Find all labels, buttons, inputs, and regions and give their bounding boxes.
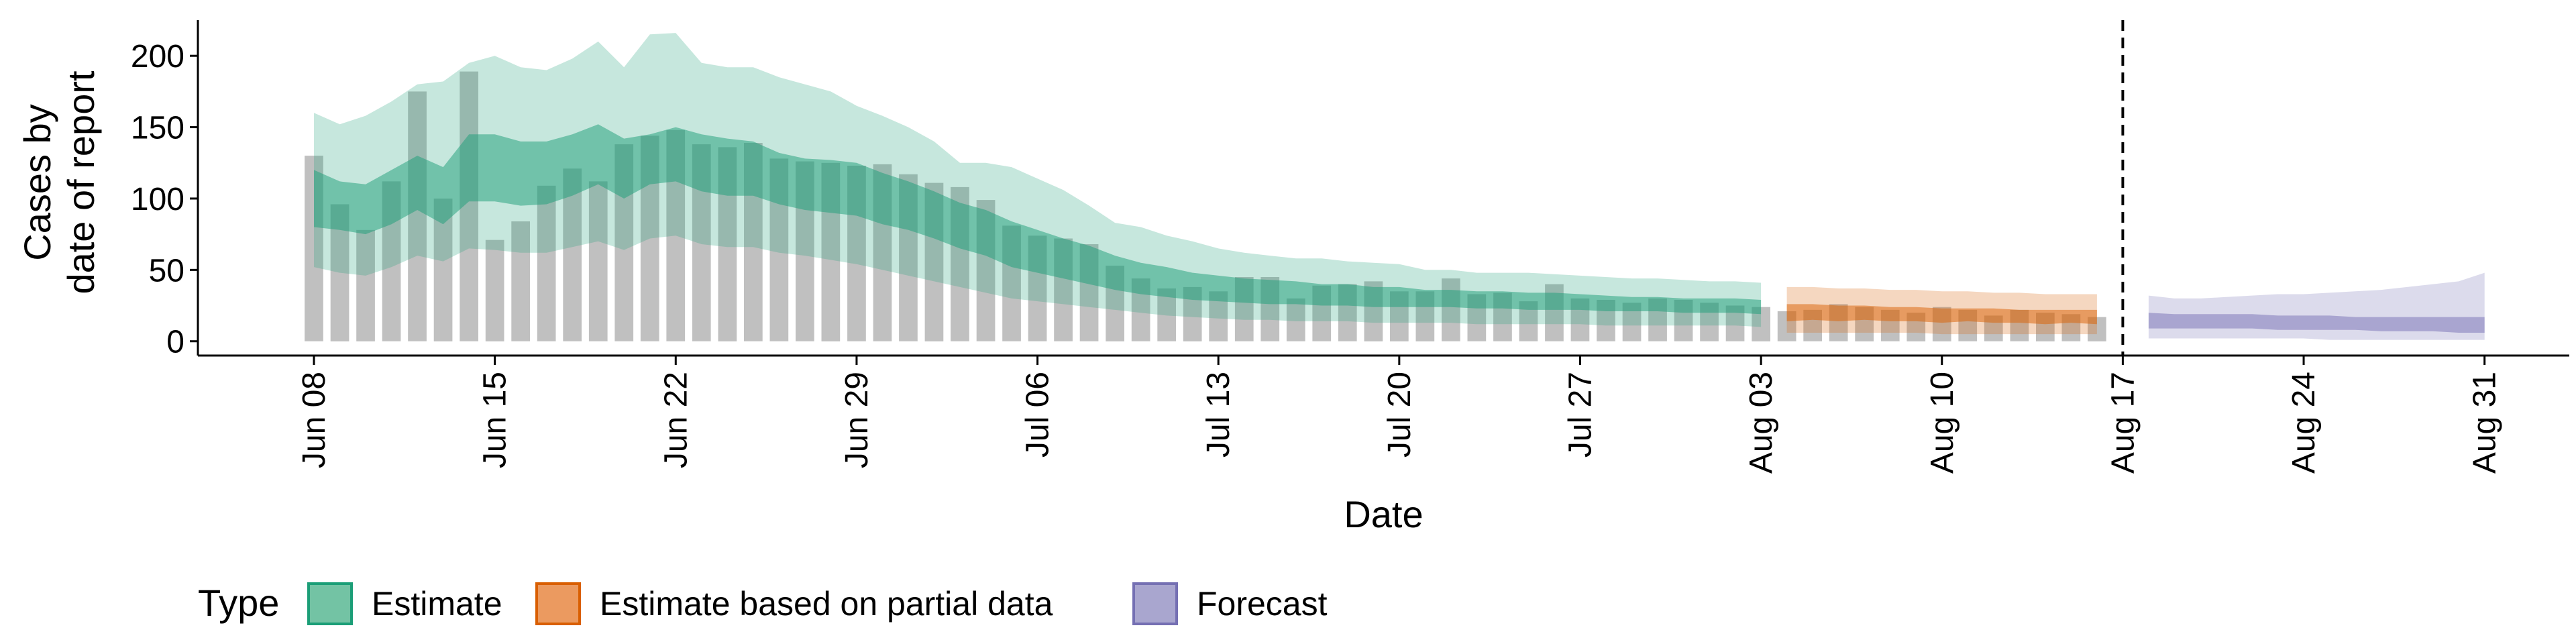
x-tick-label: Aug 24 — [2286, 372, 2322, 474]
reported-case-bar — [1286, 298, 1305, 341]
x-tick-label: Jul 27 — [1562, 372, 1598, 458]
axes: 0 50 100 150 200 Jun 08 Jun 15 Jun 22 Jun 29 Jul … — [16, 20, 2569, 535]
series-forecast — [2148, 272, 2485, 340]
outer-credible-band — [314, 33, 1762, 327]
reported-case-bar — [588, 181, 608, 341]
y-tick-label: 200 — [131, 39, 184, 74]
legend-item-label: Forecast — [1197, 585, 1328, 623]
reported-case-bar — [356, 229, 375, 341]
legend-key-swatch — [307, 582, 353, 625]
legend-key-swatch — [1132, 582, 1178, 625]
series-estimate — [314, 33, 1762, 327]
inner-credible-band — [2148, 313, 2485, 333]
x-tick-label: Jun 15 — [478, 372, 513, 468]
inner-credible-band — [1786, 304, 2097, 325]
y-tick-label: 100 — [131, 182, 184, 217]
x-tick-label: Aug 03 — [1743, 372, 1779, 474]
x-tick-label: Jun 22 — [658, 372, 694, 468]
reported-case-bar — [408, 91, 427, 341]
x-tick-label: Aug 17 — [2105, 372, 2141, 474]
legend-item-label: Estimate — [372, 585, 502, 623]
y-axis-title-line-1: Cases by — [16, 104, 58, 260]
reported-case-bar — [537, 185, 556, 341]
estimate-bands — [314, 33, 2485, 340]
x-tick-label: Jun 29 — [839, 372, 875, 468]
x-tick-label: Jun 08 — [297, 372, 332, 468]
legend-item-label: Estimate based on partial data — [600, 585, 1053, 623]
reported-case-bar — [485, 239, 504, 341]
x-axis-title: Date — [1344, 493, 1423, 535]
x-tick-label: Aug 10 — [1925, 372, 1960, 474]
reported-case-bar — [1442, 278, 1460, 341]
x-tick-label: Aug 31 — [2467, 372, 2503, 474]
reported-case-bar — [511, 221, 530, 341]
inner-credible-band — [314, 124, 1762, 315]
legend-key-swatch — [535, 582, 581, 625]
legend-title: Type — [198, 582, 279, 624]
y-tick-label: 150 — [131, 111, 184, 146]
x-tick-label: Jul 06 — [1020, 372, 1056, 458]
y-tick-label: 50 — [149, 253, 184, 288]
y-tick-label: 0 — [166, 325, 184, 360]
x-tick-label: Jul 13 — [1201, 372, 1236, 458]
series-estimate-based-on-partial-data — [1786, 286, 2097, 335]
x-tick-label: Jul 20 — [1382, 372, 1417, 458]
y-axis-title-line-2: date of report — [60, 70, 102, 294]
legend: Type Estimate Estimate based on partial da… — [198, 582, 1328, 625]
